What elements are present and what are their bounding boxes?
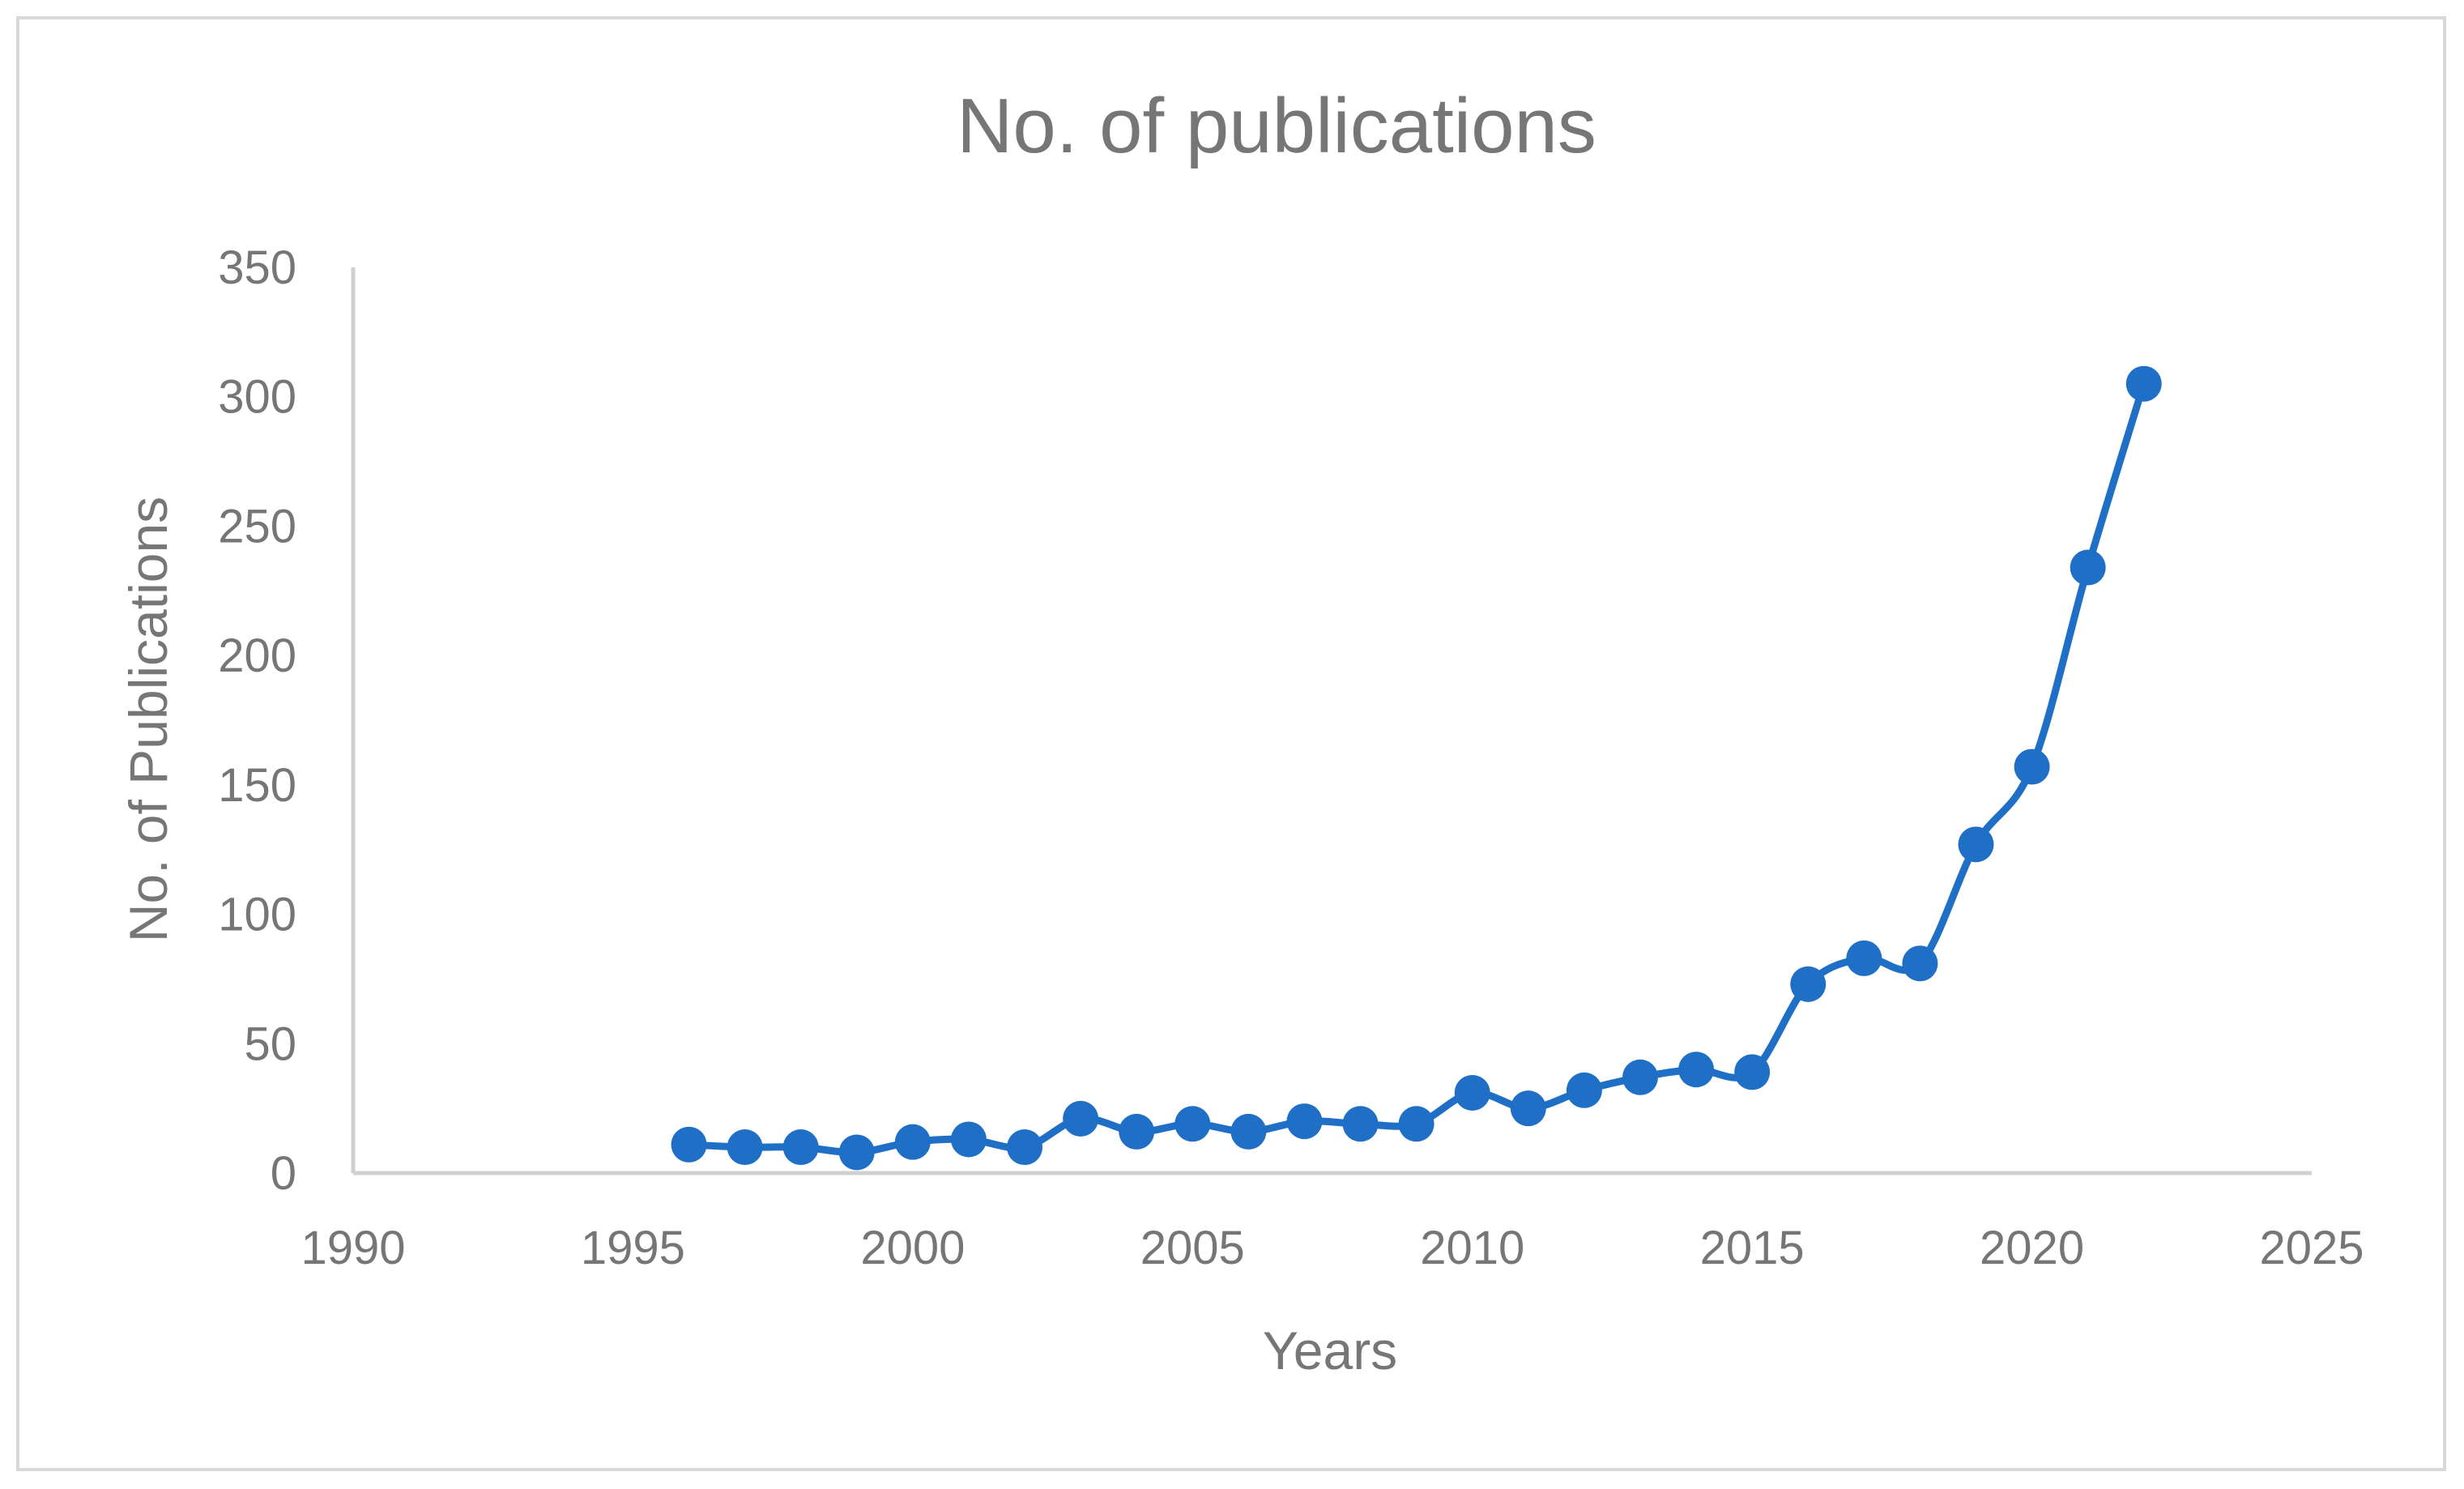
x-tick-label: 2015 [1700,1222,1805,1274]
x-tick-label: 1990 [301,1222,405,1274]
x-axis-label: Years [1263,1320,1397,1380]
data-point [782,1129,819,1166]
y-tick-label: 0 [271,1147,296,1200]
x-tick-label: 2025 [2259,1222,2364,1274]
data-point [2125,365,2162,402]
y-tick-label: 50 [244,1018,296,1070]
data-point [1342,1106,1379,1142]
data-point [1566,1072,1602,1108]
data-point [1174,1106,1211,1142]
data-point [838,1134,875,1171]
data-point [894,1124,931,1160]
y-tick-label: 200 [218,629,296,682]
data-point [1007,1129,1043,1166]
x-tick-label: 2010 [1420,1222,1524,1274]
data-points [671,365,2162,1171]
data-point [1286,1103,1323,1140]
y-axis-label: No. of Publications [118,497,178,942]
data-point [1063,1100,1099,1137]
data-point [1510,1090,1546,1127]
data-point [1958,826,1994,863]
y-tick-label: 350 [218,241,296,294]
data-point [1454,1074,1490,1111]
x-tick-label: 1995 [581,1222,685,1274]
data-point [950,1121,987,1158]
data-point [1622,1059,1658,1095]
data-point [1846,940,1882,976]
data-point [1398,1106,1434,1142]
data-point [1230,1113,1267,1150]
data-point [1678,1052,1715,1088]
data-point [1734,1054,1771,1090]
y-axis-ticks: 0 50 100 150 200 250 300 350 [218,241,296,1200]
x-tick-label: 2020 [1980,1222,2084,1274]
x-axis-ticks: 1990 1995 2000 2005 2010 2015 2020 2025 [301,1222,2364,1274]
data-point [671,1126,707,1163]
data-point [1790,966,1827,1002]
y-tick-label: 100 [218,889,296,941]
y-tick-label: 300 [218,371,296,424]
chart-title: No. of publications [957,83,1596,169]
x-tick-label: 2005 [1140,1222,1245,1274]
data-point [1119,1113,1155,1150]
data-point [2070,549,2106,586]
x-tick-label: 2000 [860,1222,965,1274]
data-point [1902,945,1938,982]
data-point [2014,749,2050,785]
data-point [727,1129,763,1166]
y-tick-label: 150 [218,759,296,812]
y-tick-label: 250 [218,500,296,553]
series-line [685,380,2148,1157]
